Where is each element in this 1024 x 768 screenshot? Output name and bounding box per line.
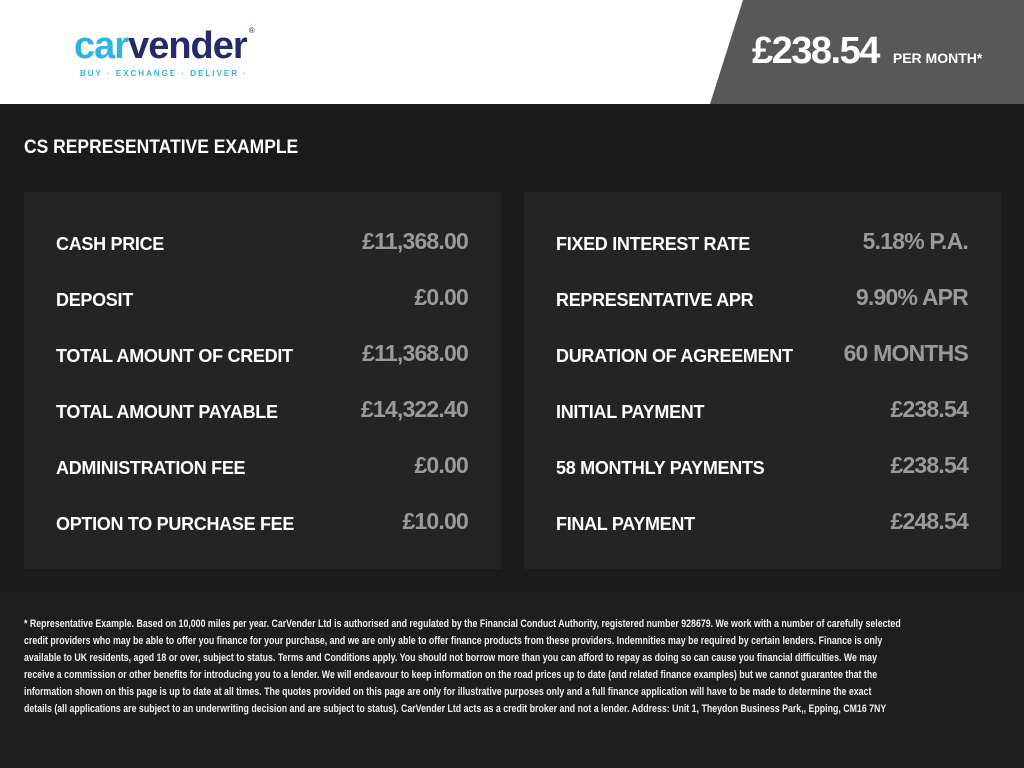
per-month-label: PER MONTH*: [892, 50, 983, 66]
logo-tagline: BUY · EXCHANGE · DELIVER ·: [80, 69, 248, 78]
finance-label: TOTAL AMOUNT PAYABLE: [56, 402, 278, 422]
finance-value: £0.00: [414, 284, 468, 310]
monthly-price-row: £238.54 PER MONTH*: [752, 28, 982, 74]
finance-row: OPTION TO PURCHASE FEE £10.00: [56, 508, 469, 538]
finance-label: REPRESENTATIVE APR: [556, 290, 754, 310]
finance-row: TOTAL AMOUNT OF CREDIT £11,368.00: [56, 340, 469, 370]
monthly-price: £238.54: [752, 30, 880, 72]
finance-row: 58 MONTHLY PAYMENTS £238.54: [556, 452, 969, 482]
finance-row: REPRESENTATIVE APR 9.90% APR: [556, 284, 969, 314]
finance-label: FIXED INTEREST RATE: [556, 234, 750, 254]
legal-line: information shown on this page is up to …: [24, 686, 872, 698]
finance-label: DURATION OF AGREEMENT: [556, 346, 793, 366]
finance-label: CASH PRICE: [56, 234, 165, 254]
section-title: CS REPRESENTATIVE EXAMPLE: [24, 137, 299, 158]
finance-label: 58 MONTHLY PAYMENTS: [556, 458, 765, 478]
finance-row: TOTAL AMOUNT PAYABLE £14,322.40: [56, 396, 469, 426]
finance-value: £11,368.00: [362, 228, 469, 254]
finance-row: FINAL PAYMENT £248.54: [556, 508, 969, 538]
finance-label: INITIAL PAYMENT: [556, 402, 705, 422]
finance-value: £248.54: [890, 508, 968, 534]
finance-panel-left: CASH PRICE £11,368.00 DEPOSIT £0.00 TOTAL AM…: [24, 192, 501, 569]
finance-value: £14,322.40: [360, 396, 469, 422]
legal-disclaimer: * Representative Example. Based on 10,00…: [24, 616, 1024, 718]
finance-row: CASH PRICE £11,368.00: [56, 228, 469, 258]
legal-line: details (all applications are subject to…: [24, 703, 887, 715]
finance-value: 9.90% APR: [855, 284, 969, 310]
finance-value: £238.54: [890, 452, 968, 478]
finance-value: £10.00: [402, 508, 468, 534]
footer: [0, 592, 1024, 768]
legal-line: available to UK residents, aged 18 or ov…: [24, 652, 877, 664]
finance-value: £0.00: [414, 452, 468, 478]
finance-row: INITIAL PAYMENT £238.54: [556, 396, 969, 426]
header: carvender ® BUY · EXCHANGE · DELIVER · £…: [0, 0, 1024, 104]
monthly-price-box: [710, 0, 1024, 104]
finance-label: TOTAL AMOUNT OF CREDIT: [56, 346, 293, 366]
finance-label: DEPOSIT: [56, 290, 133, 310]
finance-value: 5.18% P.A.: [862, 228, 969, 254]
finance-label: OPTION TO PURCHASE FEE: [56, 514, 295, 534]
finance-value: £11,368.00: [362, 340, 469, 366]
legal-line: receive a commission or other benefits f…: [24, 669, 878, 681]
finance-row: ADMINISTRATION FEE £0.00: [56, 452, 469, 482]
logo-word-vender: vender: [128, 25, 248, 67]
legal-line: * Representative Example. Based on 10,00…: [24, 618, 901, 630]
finance-value: 60 MONTHS: [843, 340, 969, 366]
finance-row: DURATION OF AGREEMENT 60 MONTHS: [556, 340, 969, 370]
carvender-logo[interactable]: carvender ® BUY · EXCHANGE · DELIVER ·: [74, 26, 255, 79]
finance-label: FINAL PAYMENT: [556, 514, 695, 534]
finance-row: DEPOSIT £0.00: [56, 284, 469, 314]
registered-mark: ®: [248, 26, 255, 35]
finance-panel-right: FIXED INTEREST RATE 5.18% P.A. REPRESENTAT…: [524, 192, 1001, 569]
finance-value: £238.54: [890, 396, 968, 422]
logo-word-car: car: [74, 25, 129, 67]
legal-line: credit providers who may be able to offe…: [24, 635, 883, 647]
finance-row: FIXED INTEREST RATE 5.18% P.A.: [556, 228, 969, 258]
finance-label: ADMINISTRATION FEE: [56, 458, 246, 478]
